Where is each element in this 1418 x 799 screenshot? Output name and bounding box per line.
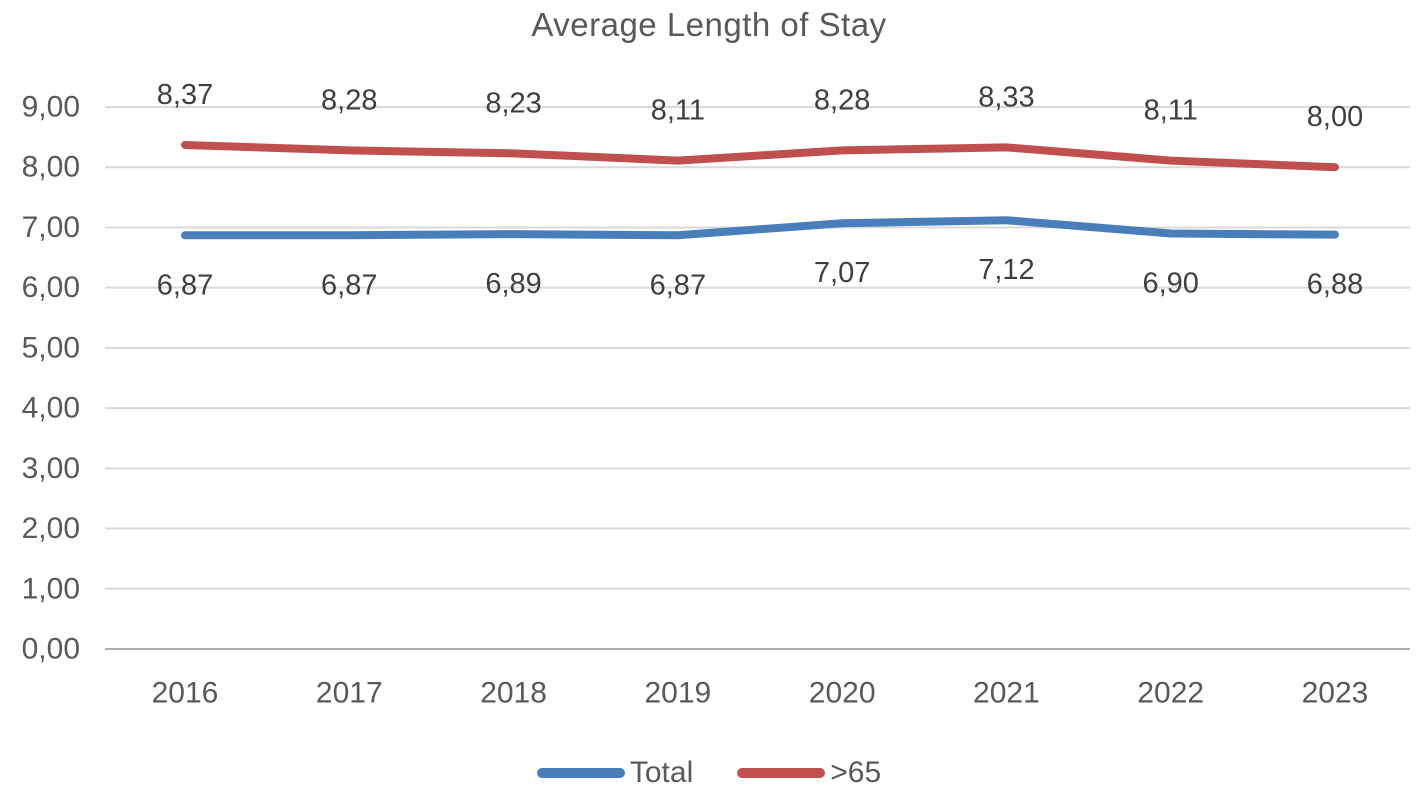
legend-marker-gt65 (737, 768, 826, 778)
data-label-total-2020: 7,07 (814, 257, 870, 289)
x-axis-tick-label: 2020 (809, 677, 876, 710)
data-label-gt65-2019: 8,11 (651, 95, 705, 127)
y-axis-tick-label: 9,00 (22, 91, 80, 124)
x-axis-tick-label: 2022 (1137, 677, 1204, 710)
y-axis-tick-label: 6,00 (22, 271, 80, 304)
y-axis-tick-label: 2,00 (22, 512, 80, 545)
data-label-gt65-2018: 8,23 (485, 87, 541, 119)
data-label-total-2022: 6,90 (1142, 267, 1198, 299)
data-label-gt65-2023: 8,00 (1307, 101, 1363, 133)
x-axis-tick-label: 2016 (152, 677, 219, 710)
data-label-gt65-2021: 8,33 (978, 81, 1034, 113)
y-axis-tick-label: 4,00 (22, 392, 80, 425)
data-label-gt65-2017: 8,28 (321, 84, 377, 116)
x-axis-tick-label: 2021 (973, 677, 1040, 710)
x-axis-tick-label: 2018 (480, 677, 547, 710)
x-axis-tick-label: 2019 (644, 677, 711, 710)
data-label-total-2016: 6,87 (157, 269, 213, 301)
legend-marker-total (536, 768, 625, 778)
legend-label-gt65: >65 (830, 756, 882, 789)
data-label-gt65-2020: 8,28 (814, 84, 870, 116)
data-label-total-2021: 7,12 (978, 254, 1034, 286)
chart-legend: Total >65 (0, 756, 1418, 790)
x-axis-tick-label: 2017 (316, 677, 383, 710)
data-label-total-2019: 6,87 (650, 269, 706, 301)
x-axis-tick-label: 2023 (1302, 677, 1369, 710)
y-axis-tick-label: 0,00 (22, 633, 80, 666)
legend-item-gt65: >65 (737, 756, 881, 790)
data-label-total-2017: 6,87 (321, 269, 377, 301)
y-axis-tick-label: 8,00 (22, 151, 80, 184)
y-axis-tick-label: 7,00 (22, 211, 80, 244)
y-axis-tick-label: 3,00 (22, 452, 80, 485)
chart-title: Average Length of Stay (531, 6, 887, 43)
data-label-gt65-2022: 8,11 (1144, 95, 1198, 127)
y-axis-tick-label: 1,00 (22, 572, 80, 605)
series-line-total (181, 216, 1339, 240)
data-label-total-2023: 6,88 (1307, 269, 1363, 301)
legend-item-total: Total (536, 756, 694, 790)
chart-plot-area: 0,00 1,00 2,00 3,00 4,00 5,00 6,00 7,00 8,00 9,00… (22, 79, 1410, 710)
y-axis-tick-label: 5,00 (22, 331, 80, 364)
series-line-gt65 (181, 140, 1339, 172)
data-label-gt65-2016: 8,37 (157, 79, 213, 111)
data-label-total-2018: 6,89 (485, 268, 541, 300)
legend-label-total: Total (629, 756, 694, 789)
